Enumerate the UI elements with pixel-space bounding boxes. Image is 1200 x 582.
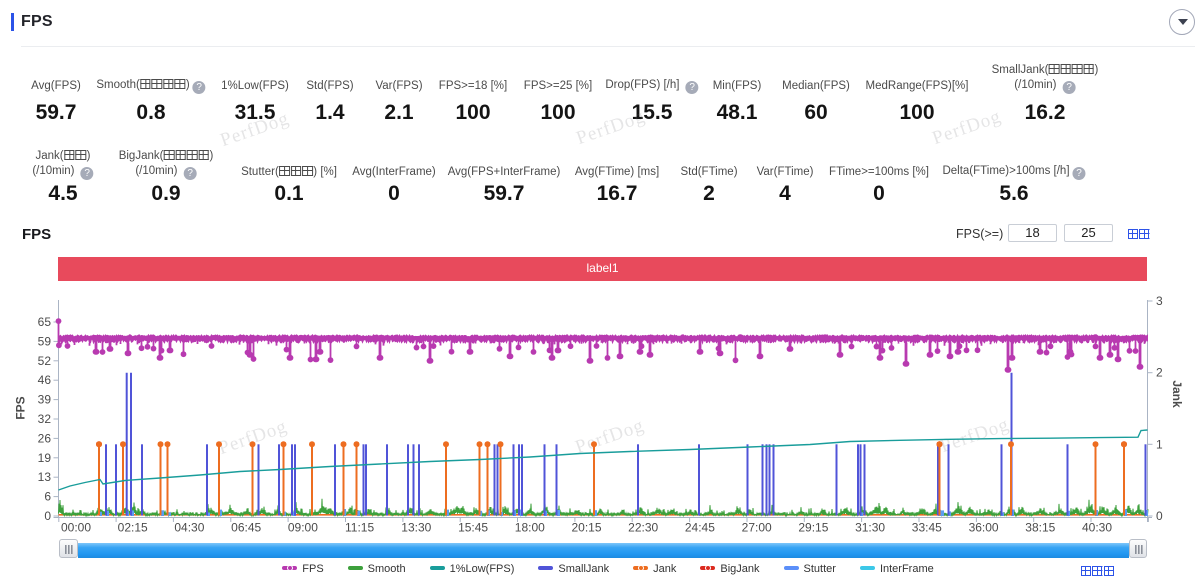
svg-text:0: 0 (44, 509, 51, 523)
svg-text:26: 26 (38, 431, 52, 445)
svg-text:65: 65 (38, 315, 52, 329)
svg-text:00:00: 00:00 (61, 521, 91, 535)
svg-text:09:00: 09:00 (288, 521, 318, 535)
svg-text:11:15: 11:15 (345, 521, 374, 535)
svg-text:38:15: 38:15 (1025, 521, 1055, 535)
svg-text:22:30: 22:30 (628, 521, 658, 535)
svg-text:1: 1 (1156, 437, 1163, 451)
svg-text:02:15: 02:15 (118, 521, 148, 535)
svg-text:6: 6 (44, 490, 51, 504)
svg-text:24:45: 24:45 (685, 521, 715, 535)
svg-text:31:30: 31:30 (855, 521, 885, 535)
svg-text:3: 3 (1156, 294, 1163, 308)
svg-text:59: 59 (38, 334, 52, 348)
svg-text:13: 13 (38, 470, 52, 484)
svg-text:04:30: 04:30 (174, 521, 204, 535)
svg-text:20:15: 20:15 (571, 521, 601, 535)
svg-text:19: 19 (38, 451, 52, 465)
svg-text:0: 0 (1156, 509, 1163, 523)
svg-text:33:45: 33:45 (912, 521, 942, 535)
svg-text:52: 52 (38, 354, 52, 368)
svg-text:18:00: 18:00 (515, 521, 545, 535)
svg-text:29:15: 29:15 (798, 521, 828, 535)
svg-text:32: 32 (38, 412, 52, 426)
svg-text:39: 39 (38, 393, 52, 407)
svg-text:40:30: 40:30 (1082, 521, 1112, 535)
svg-text:2: 2 (1156, 366, 1163, 380)
svg-text:FPS: FPS (14, 396, 28, 419)
svg-text:06:45: 06:45 (231, 521, 261, 535)
svg-text:36:00: 36:00 (969, 521, 999, 535)
svg-text:Jank: Jank (1170, 380, 1184, 408)
svg-text:46: 46 (38, 373, 52, 387)
svg-text:13:30: 13:30 (401, 521, 431, 535)
svg-text:15:45: 15:45 (458, 521, 488, 535)
svg-text:27:00: 27:00 (742, 521, 772, 535)
